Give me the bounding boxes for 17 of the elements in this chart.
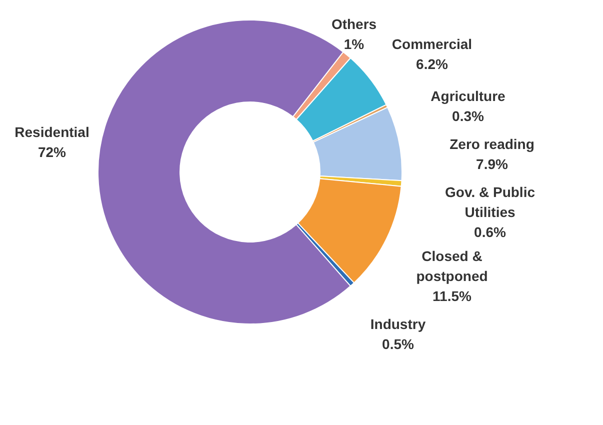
slice-label: Agriculture	[430, 88, 506, 104]
slice-label: Residential	[14, 124, 90, 140]
data-label: 0.3%	[452, 108, 484, 124]
donut-slice	[297, 178, 402, 284]
slice-label: Closed & postponed	[416, 248, 488, 284]
slice-label: Commercial	[392, 36, 472, 52]
data-label: 72%	[38, 144, 67, 160]
data-label: 0.5%	[382, 336, 414, 352]
data-label: 11.5%	[432, 288, 472, 304]
data-label: 1%	[344, 36, 365, 52]
data-label: 7.9%	[476, 156, 508, 172]
data-label: 6.2%	[416, 56, 448, 72]
slice-label: Industry	[370, 316, 426, 332]
data-label: 0.6%	[474, 224, 506, 240]
slice-label: Others	[331, 16, 377, 32]
slice-label: Zero reading	[450, 136, 534, 152]
slice-label: Gov. & Public Utilities	[445, 184, 536, 220]
